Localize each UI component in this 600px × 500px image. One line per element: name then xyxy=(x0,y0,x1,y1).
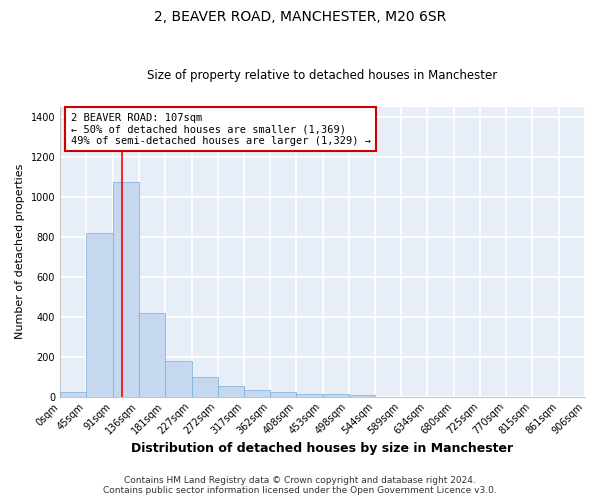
Bar xyxy=(323,394,349,396)
Bar xyxy=(60,392,86,396)
Bar xyxy=(191,376,218,396)
Bar xyxy=(244,390,270,396)
Bar xyxy=(86,232,113,396)
Bar xyxy=(218,386,244,396)
Bar xyxy=(113,182,139,396)
Y-axis label: Number of detached properties: Number of detached properties xyxy=(15,164,25,340)
Title: Size of property relative to detached houses in Manchester: Size of property relative to detached ho… xyxy=(148,69,497,82)
Text: 2 BEAVER ROAD: 107sqm
← 50% of detached houses are smaller (1,369)
49% of semi-d: 2 BEAVER ROAD: 107sqm ← 50% of detached … xyxy=(71,112,371,146)
Bar xyxy=(139,312,165,396)
Text: Contains HM Land Registry data © Crown copyright and database right 2024.
Contai: Contains HM Land Registry data © Crown c… xyxy=(103,476,497,495)
Bar xyxy=(165,360,191,396)
Bar xyxy=(270,392,296,396)
X-axis label: Distribution of detached houses by size in Manchester: Distribution of detached houses by size … xyxy=(131,442,514,455)
Bar xyxy=(349,394,375,396)
Text: 2, BEAVER ROAD, MANCHESTER, M20 6SR: 2, BEAVER ROAD, MANCHESTER, M20 6SR xyxy=(154,10,446,24)
Bar xyxy=(296,394,323,396)
